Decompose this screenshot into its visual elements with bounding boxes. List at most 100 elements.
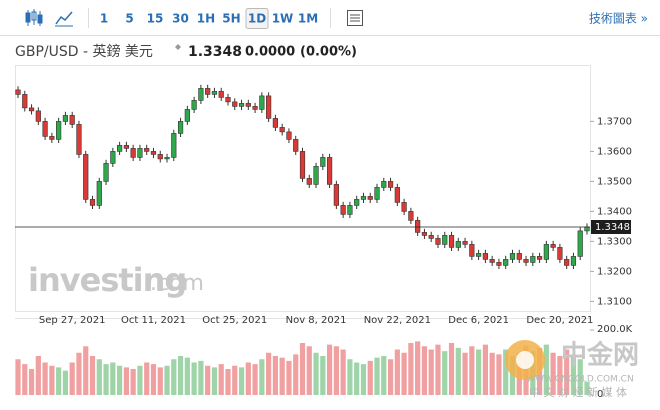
candle-body — [469, 244, 475, 257]
candle-body — [435, 238, 441, 245]
volume-bar — [503, 349, 509, 395]
interval-button[interactable]: 1 — [100, 12, 108, 26]
volume-bar — [28, 369, 35, 395]
volume-bar — [218, 364, 224, 395]
candle-body — [509, 253, 516, 260]
interval-button[interactable]: 30 — [172, 12, 189, 26]
candle-body — [530, 256, 536, 263]
volume-bar — [56, 367, 62, 395]
candle-body — [536, 256, 543, 260]
y-tick-label: 1.3700 — [597, 116, 632, 127]
volume-bar — [42, 362, 48, 395]
volume-bar — [550, 352, 556, 395]
candle-body — [367, 196, 373, 200]
plot-area — [15, 65, 591, 312]
candle-body — [442, 235, 448, 245]
candle-body — [83, 154, 89, 200]
volume-bar — [69, 362, 75, 395]
candle-icon[interactable] — [25, 9, 43, 26]
volume-bar — [15, 359, 21, 395]
x-tick-label: Nov 8, 2021 — [286, 315, 347, 326]
candle-body — [394, 187, 400, 203]
volume-bar — [320, 356, 326, 395]
cn-tagline: 中 文 财 经 新 媒 体 — [529, 385, 627, 399]
volume-bar — [22, 364, 28, 395]
volume-bar — [96, 359, 102, 395]
candle-body — [550, 244, 556, 248]
volume-bar — [177, 356, 184, 395]
technical-chart-link[interactable]: 技術圖表 » — [589, 12, 648, 26]
candle-body — [503, 259, 509, 266]
candle-body — [448, 235, 455, 248]
volume-bar — [123, 367, 129, 395]
candle-body — [211, 91, 218, 95]
interval-button[interactable]: 1M — [298, 12, 318, 26]
x-tick-label: Nov 22, 2021 — [364, 315, 431, 326]
candle-body — [69, 115, 75, 125]
interval-button[interactable]: 1W — [272, 12, 294, 26]
volume-bar — [184, 357, 190, 395]
candle-body — [191, 100, 197, 110]
volume-bar — [381, 356, 387, 395]
y-tick-label: 1.3100 — [597, 296, 632, 307]
volume-bar — [421, 346, 428, 395]
last-price-label: 1.3348 — [595, 222, 630, 233]
candle-body — [482, 253, 488, 260]
volume-bar — [272, 356, 279, 395]
cn-site: WWW.CNGOLD.COM.CN — [526, 375, 633, 385]
volume-bar — [570, 354, 577, 395]
candle-body — [401, 202, 407, 212]
x-tick-label: Oct 11, 2021 — [121, 315, 186, 326]
volume-bar — [469, 346, 475, 395]
cn-brand: 中金网 — [561, 340, 639, 371]
candle-body — [89, 199, 96, 206]
candle-body — [96, 181, 102, 206]
volume-bar — [340, 349, 346, 395]
watermark-brand: investing — [28, 261, 186, 299]
volume-bar — [354, 362, 360, 395]
candle-body — [218, 91, 224, 98]
candle-body — [15, 89, 21, 95]
interval-button[interactable]: 5H — [222, 12, 240, 26]
x-tick-label: Oct 25, 2021 — [202, 315, 267, 326]
volume-bar — [103, 364, 109, 395]
volume-bar — [164, 365, 170, 395]
volume-bar — [35, 356, 41, 395]
volume-bar — [286, 360, 292, 395]
candle-body — [293, 139, 299, 152]
line-icon[interactable] — [55, 11, 73, 27]
volume-bar — [306, 346, 312, 395]
volume-bar — [259, 359, 265, 395]
interval-button[interactable]: 5 — [125, 12, 133, 26]
candle-body — [428, 235, 434, 239]
volume-bar — [299, 343, 306, 395]
volume-bar — [374, 357, 380, 395]
volume-bar — [387, 359, 394, 395]
candle-body — [225, 97, 231, 103]
volume-bar — [171, 359, 177, 395]
interval-button[interactable]: 1D — [248, 12, 266, 26]
interval-button[interactable]: 1H — [197, 12, 215, 26]
candle-body — [299, 151, 306, 179]
candle-body — [360, 196, 367, 200]
volume-bar — [150, 364, 157, 395]
candle-body — [171, 133, 177, 158]
candle-body — [584, 226, 590, 232]
star-icon[interactable] — [175, 44, 181, 50]
volume-bar — [428, 349, 434, 395]
candle-body — [238, 103, 245, 107]
candle-body — [137, 148, 143, 158]
volume-bar — [205, 365, 211, 395]
candle-body — [22, 94, 28, 109]
volume-bar — [543, 344, 549, 395]
volume-bar — [557, 356, 563, 395]
interval-button[interactable]: 15 — [147, 12, 164, 26]
table-icon[interactable] — [347, 10, 363, 26]
candle-body — [130, 148, 136, 158]
candle-body — [564, 259, 570, 266]
volume-bar — [83, 346, 89, 395]
candle-body — [232, 101, 238, 107]
candle-body — [177, 121, 184, 134]
x-tick-label: Dec 6, 2021 — [448, 315, 509, 326]
